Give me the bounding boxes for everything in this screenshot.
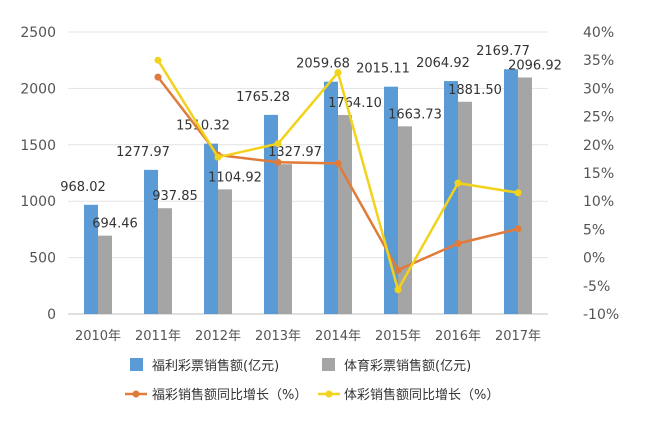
bar-value-label: 694.46	[92, 217, 138, 232]
bar-value-label: 1510.32	[176, 119, 230, 134]
bar-value-label: 2096.92	[508, 58, 562, 73]
right-tick-label: 35%	[583, 53, 614, 69]
x-tick-label: 2013年	[255, 329, 301, 344]
bar-0	[324, 81, 338, 315]
line-point-0	[514, 225, 522, 233]
bar-1	[218, 189, 232, 314]
right-tick-label: 25%	[583, 110, 614, 126]
line-series-group	[154, 56, 522, 294]
bar-0	[144, 169, 158, 314]
legend-swatch-bar-1	[322, 358, 335, 371]
left-y-axis: 0 500 1000 1500 2000 2500	[20, 25, 56, 323]
bar-0	[384, 86, 398, 315]
left-tick-label: 0	[47, 307, 56, 323]
right-tick-label: 10%	[583, 194, 614, 210]
bar-0	[264, 114, 278, 314]
bar-value-label: 1663.73	[388, 107, 442, 122]
bar-0	[84, 204, 98, 314]
bar-value-label: 1764.10	[328, 96, 382, 111]
left-tick-label: 1000	[20, 194, 56, 210]
legend-label-line-1: 体彩销售额同比增长（%）	[344, 387, 499, 403]
bar-series-group	[84, 69, 532, 315]
left-tick-label: 2500	[20, 25, 56, 41]
bar-1	[278, 164, 292, 314]
bar-value-label: 1881.50	[448, 83, 502, 98]
legend-marker-line-1	[325, 390, 333, 398]
x-tick-label: 2015年	[375, 329, 421, 344]
bar-1	[458, 101, 472, 314]
legend-label-line-0: 福彩销售额同比增长（%）	[152, 387, 307, 403]
line-point-1	[454, 179, 462, 187]
legend-label-bar-1: 体育彩票销售额(亿元)	[344, 358, 471, 374]
right-tick-label: 0%	[583, 251, 605, 267]
legend-swatch-bar-0	[130, 358, 143, 371]
bar-value-label: 1327.97	[268, 145, 322, 160]
right-tick-label: 30%	[583, 81, 614, 97]
line-point-0	[274, 158, 282, 166]
bar-value-label: 1104.92	[208, 170, 262, 185]
bar-value-label: 1765.28	[236, 90, 290, 105]
bar-1	[98, 235, 112, 314]
x-tick-label: 2017年	[495, 329, 541, 344]
legend: 福利彩票销售额(亿元) 体育彩票销售额(亿元) 福彩销售额同比增长（%） 体彩销…	[125, 358, 499, 403]
x-tick-label: 2010年	[75, 329, 121, 344]
right-tick-label: 5%	[583, 222, 605, 238]
bar-0	[204, 143, 218, 314]
bar-1	[398, 126, 412, 314]
left-tick-label: 2000	[20, 81, 56, 97]
right-tick-label: 20%	[583, 138, 614, 154]
legend-marker-line-0	[132, 390, 140, 398]
line-point-0	[154, 73, 162, 81]
x-tick-label: 2011年	[135, 329, 181, 344]
x-tick-label: 2012年	[195, 329, 241, 344]
x-axis: 2010年 2011年 2012年 2013年 2014年 2015年 2016年 2017年	[75, 329, 541, 344]
right-tick-label: -10%	[583, 307, 619, 323]
bar-1	[338, 115, 352, 314]
gridlines	[68, 31, 548, 315]
right-tick-label: -5%	[583, 279, 610, 295]
bar-value-label: 2059.68	[296, 57, 350, 72]
bar-value-label: 1277.97	[116, 145, 170, 160]
bar-value-label: 2015.11	[356, 62, 410, 77]
bar-value-label: 2169.77	[476, 44, 530, 59]
line-point-1	[514, 189, 522, 197]
x-tick-label: 2016年	[435, 329, 481, 344]
line-point-1	[394, 286, 402, 294]
line-point-0	[454, 240, 462, 247]
left-tick-label: 1500	[20, 138, 56, 154]
line-point-0	[394, 266, 402, 274]
bar-1	[518, 77, 532, 314]
line-point-1	[214, 153, 222, 161]
left-tick-label: 500	[29, 251, 56, 267]
right-tick-label: 15%	[583, 166, 614, 182]
bar-value-label: 2064.92	[416, 56, 470, 71]
line-point-1	[154, 56, 162, 64]
legend-label-bar-0: 福利彩票销售额(亿元)	[152, 358, 279, 374]
bar-1	[158, 208, 172, 314]
x-tick-label: 2014年	[315, 329, 361, 344]
line-point-0	[334, 159, 342, 167]
right-y-axis: -10% -5% 0% 5% 10% 15% 20% 25% 30% 35% 40%	[583, 25, 619, 323]
bar-value-label: 968.02	[60, 180, 106, 195]
bar-value-label: 937.85	[152, 189, 198, 204]
line-point-1	[274, 140, 282, 148]
bar-data-labels: 968.02 1277.97 1510.32 1765.28 2059.68 2015.1…	[60, 44, 562, 231]
line-point-1	[334, 69, 342, 77]
right-tick-label: 40%	[583, 25, 614, 41]
